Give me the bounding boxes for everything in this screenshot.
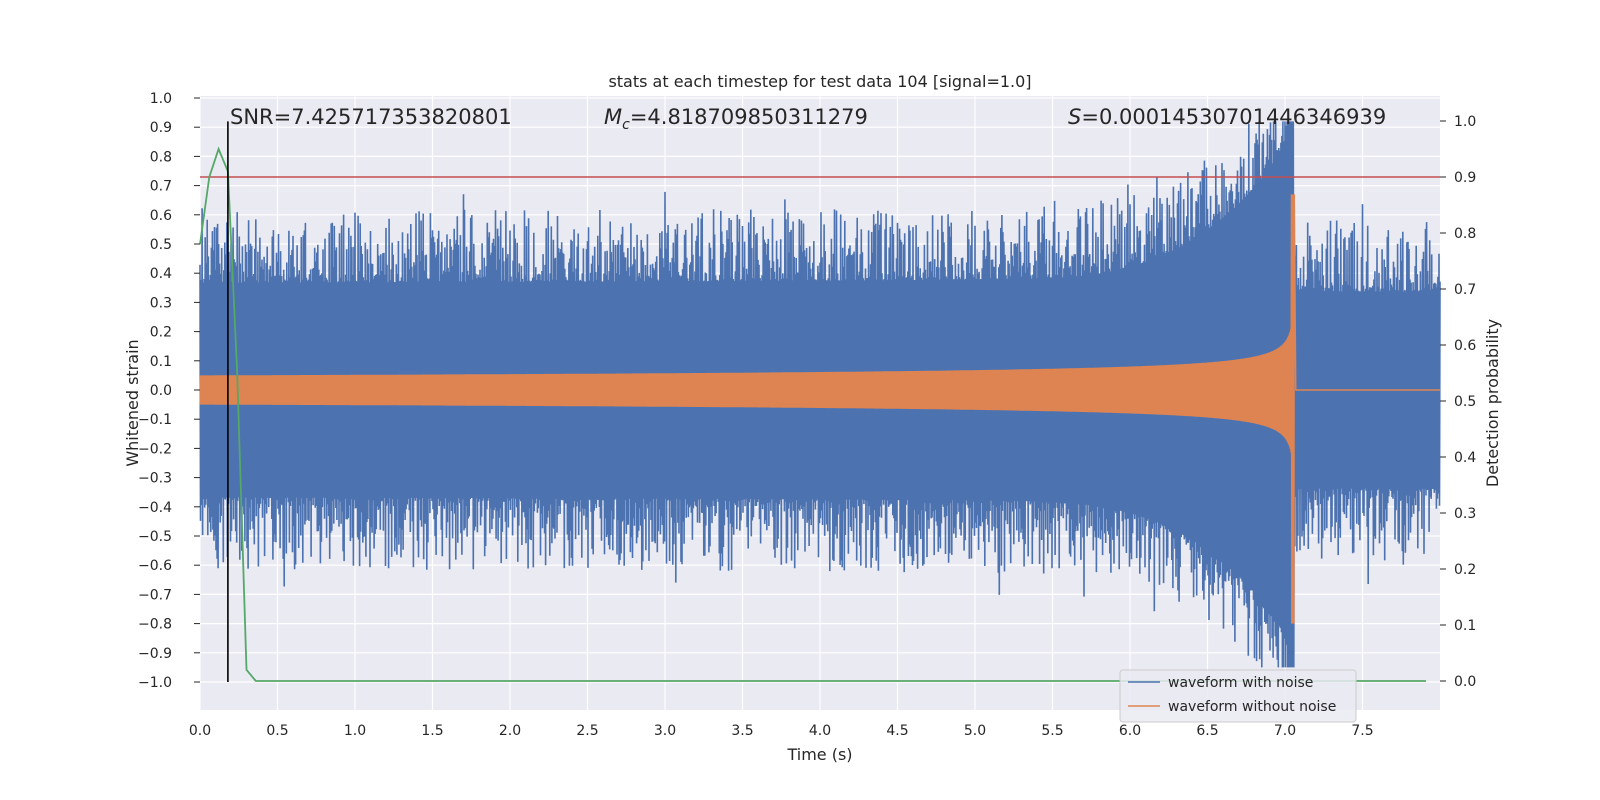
y2-tick-label: 0.9 xyxy=(1454,170,1476,186)
y2-tick-label: 0.4 xyxy=(1454,450,1476,466)
y2-tick-label: 0.3 xyxy=(1454,506,1476,522)
y-tick-label: −0.5 xyxy=(138,529,172,545)
y2-tick-label: 0.8 xyxy=(1454,226,1476,242)
y2-tick-label: 0.2 xyxy=(1454,562,1476,578)
y-tick-label: −0.6 xyxy=(138,558,172,574)
y-tick-label: −0.8 xyxy=(138,617,172,633)
series-layer xyxy=(199,121,1441,668)
y2-tick-label: 1.0 xyxy=(1454,114,1476,130)
overlay-layer xyxy=(199,121,1440,682)
x-tick-label: 7.5 xyxy=(1351,723,1373,739)
x-tick-label: 1.5 xyxy=(421,723,443,739)
y-tick-label: 0.2 xyxy=(150,325,172,341)
y2-tick-label: 0.6 xyxy=(1454,338,1476,354)
y-tick-label: 0.3 xyxy=(150,295,172,311)
legend-box xyxy=(1119,669,1357,723)
x-tick-label: 5.5 xyxy=(1041,723,1063,739)
series-waveform-with-noise xyxy=(199,121,1441,668)
x-tick-label: 3.0 xyxy=(654,723,676,739)
y-tick-label: 0.6 xyxy=(150,208,172,224)
y2-tick-label: 0.1 xyxy=(1454,618,1476,634)
snr-annotation: SNR=7.425717353820801 xyxy=(230,105,512,129)
y-axis-label: Whitened strain xyxy=(123,339,142,466)
x-axis-label: Time (s) xyxy=(786,745,852,764)
y2-axis-label: Detection probability xyxy=(1483,319,1502,487)
s-value: =0.00014530701446346939 xyxy=(1081,105,1386,129)
y-tick-label: 1.0 xyxy=(150,91,172,107)
x-tick-label: 4.5 xyxy=(886,723,908,739)
y-tick-label: 0.8 xyxy=(150,149,172,165)
chirp-mass-subscript: c xyxy=(622,117,630,133)
chirp-mass-annotation: Mc=4.818709850311279 xyxy=(604,105,868,133)
y-tick-label: 0.1 xyxy=(150,354,172,370)
chart-title: stats at each timestep for test data 104… xyxy=(608,72,1031,91)
legend: waveform with noise waveform without noi… xyxy=(1119,669,1357,723)
x-tick-label: 0.5 xyxy=(266,723,288,739)
x-tick-label: 3.5 xyxy=(731,723,753,739)
y-tick-label: −0.2 xyxy=(138,441,172,457)
y-tick-label: 0.4 xyxy=(150,266,172,282)
legend-label-noisy: waveform with noise xyxy=(1168,675,1313,691)
legend-label-clean: waveform without noise xyxy=(1168,699,1336,715)
x-tick-label: 2.5 xyxy=(576,723,598,739)
y-tick-label: 0.9 xyxy=(150,120,172,136)
chirp-mass-value: =4.818709850311279 xyxy=(630,105,868,129)
s-symbol: S xyxy=(1068,105,1081,129)
chirp-mass-symbol: M xyxy=(604,105,622,129)
x-axis-ticks: 0.0 0.5 1.0 1.5 2.0 2.5 3.0 3.5 4.0 4.5 5.0 5.5 6.0 6… xyxy=(189,723,1374,739)
x-tick-label: 6.5 xyxy=(1196,723,1218,739)
y-tick-label: −0.9 xyxy=(138,646,172,662)
series-waveform-without-noise xyxy=(199,194,1440,624)
y-tick-label: −0.1 xyxy=(138,412,172,428)
y-tick-label: −0.7 xyxy=(138,587,172,603)
x-tick-label: 5.0 xyxy=(964,723,986,739)
x-tick-label: 7.0 xyxy=(1274,723,1296,739)
x-tick-label: 0.0 xyxy=(189,723,211,739)
y-tick-label: −1.0 xyxy=(138,675,172,691)
y-tick-label: −0.4 xyxy=(138,500,172,516)
y2-tick-label: 0.7 xyxy=(1454,282,1476,298)
y-tick-label: 0.0 xyxy=(150,383,172,399)
y-tick-label: −0.3 xyxy=(138,471,172,487)
y2-axis-ticks: 1.0 0.9 0.8 0.7 0.6 0.5 0.4 0.3 0.2 0.1 0.0 xyxy=(1440,114,1476,690)
y2-tick-label: 0.5 xyxy=(1454,394,1476,410)
x-tick-label: 4.0 xyxy=(809,723,831,739)
y2-tick-label: 0.0 xyxy=(1454,674,1476,690)
series-detection-probability xyxy=(199,146,1426,682)
x-tick-label: 1.0 xyxy=(344,723,366,739)
x-tick-label: 6.0 xyxy=(1119,723,1141,739)
y-tick-label: 0.7 xyxy=(150,179,172,195)
y-axis-ticks: 1.0 0.9 0.8 0.7 0.6 0.5 0.4 0.3 0.2 0.1 0.0 −0.1 −0.… xyxy=(138,91,200,691)
x-tick-label: 2.0 xyxy=(499,723,521,739)
y-tick-label: 0.5 xyxy=(150,237,172,253)
s-annotation: S=0.00014530701446346939 xyxy=(1068,105,1386,129)
